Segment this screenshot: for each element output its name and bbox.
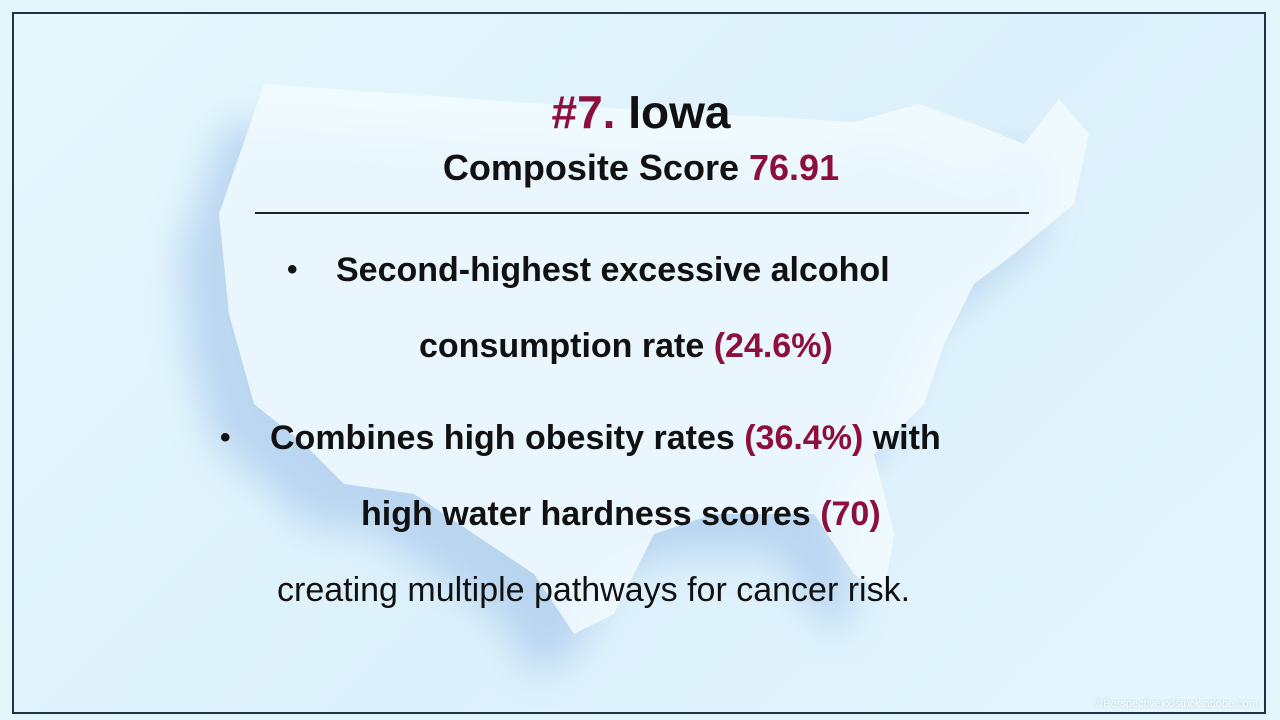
bullet-marker: • [287,253,298,286]
divider [255,212,1029,214]
score-label: Composite Score [442,147,739,188]
composite-score: Composite Score 76.91 [14,147,1264,188]
bullet-1-text: consumption rate [419,327,705,365]
bullet-2-line-1: Combines high obesity rates (36.4%) with [270,418,941,458]
rank-number: #7. [551,86,616,138]
slide-content: #7. Iowa Composite Score 76.91 • Second-… [14,14,1264,712]
obesity-rate-value: (36.4%) [744,419,864,457]
slide-title: #7. Iowa [14,86,1264,138]
state-name: Iowa [628,86,731,138]
alcohol-rate-value: (24.6%) [713,327,833,365]
slide-frame: #7. Iowa Composite Score 76.91 • Second-… [12,12,1266,714]
bullet-1-line-1: Second-highest excessive alcohol [336,251,890,289]
bullet-2-text-2: high water hardness scores [361,495,811,533]
image-credit: ©Perspectivexx/stock.adobe.com [1095,698,1258,710]
bullet-2-line-2: high water hardness scores (70) [361,494,881,534]
score-value: 76.91 [749,147,840,188]
bullet-2-text: Combines high obesity rates [270,419,735,457]
bullet-2-suffix: with [872,419,941,457]
us-map-watermark [179,84,1089,674]
water-hardness-value: (70) [820,495,881,533]
bullet-1-line-2: consumption rate (24.6%) [419,326,833,366]
bullet-marker: • [220,421,231,454]
bullet-2-line-3: creating multiple pathways for cancer ri… [277,571,911,609]
